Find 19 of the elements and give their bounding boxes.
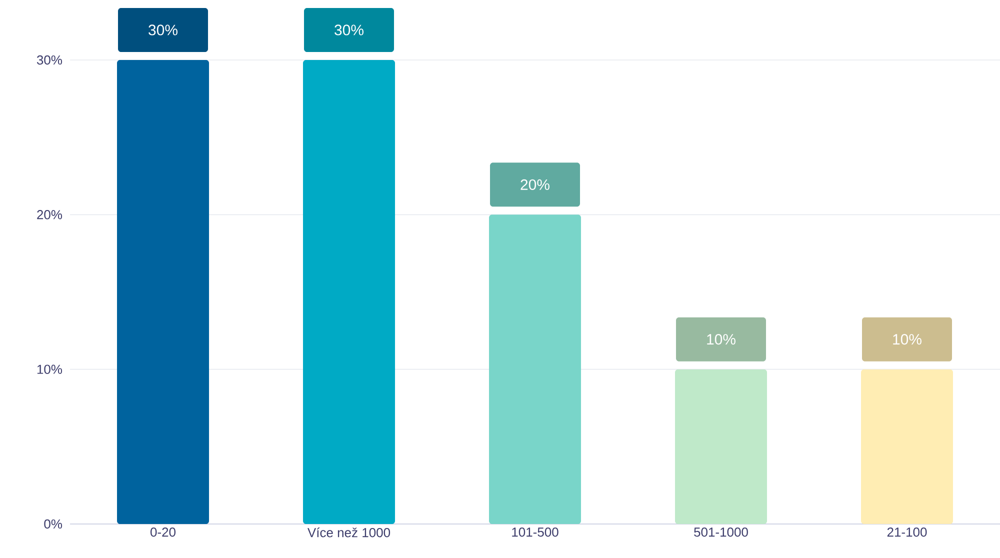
y-tick-label: 0%: [44, 519, 62, 529]
data-label: 30%: [334, 24, 364, 36]
x-tick-label: 101-500: [512, 528, 558, 537]
data-label: 20%: [520, 179, 550, 190]
y-tick-label: 30%: [36, 55, 62, 65]
x-tick-label: 21-100: [887, 528, 927, 537]
y-tick-label: 10%: [37, 364, 62, 374]
x-tick-label: 501-1000: [694, 528, 748, 537]
data-label: 10%: [707, 334, 736, 345]
bar: [117, 60, 210, 524]
bar: [303, 60, 396, 524]
y-tick-label: 20%: [37, 210, 62, 220]
data-label: 10%: [893, 334, 922, 345]
bar: [861, 369, 954, 524]
x-tick-label: 0-20: [150, 528, 176, 537]
x-tick-label: Více než 1000: [308, 528, 390, 538]
bar: [675, 369, 768, 524]
data-label: 30%: [148, 24, 178, 36]
bar: [489, 214, 582, 524]
